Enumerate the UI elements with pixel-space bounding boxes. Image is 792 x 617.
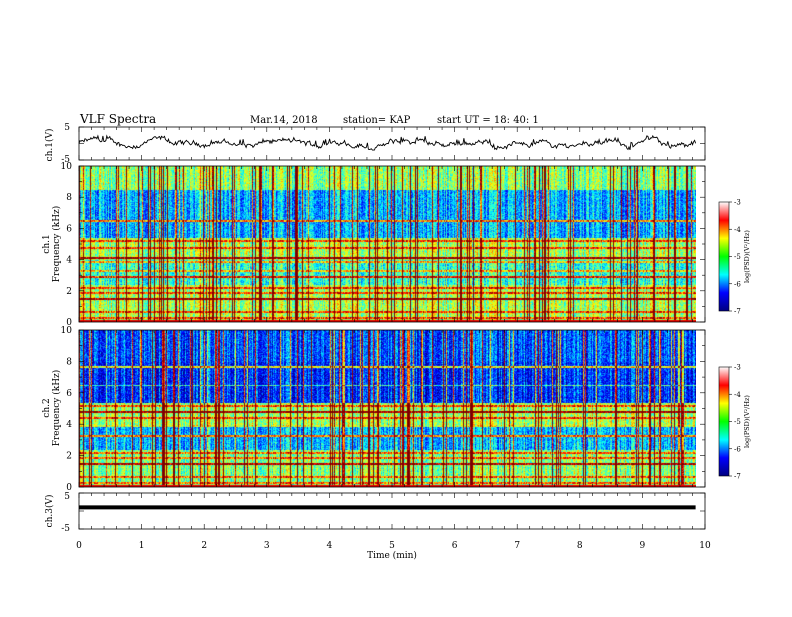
ch1-spectrogram-image-holder — [79, 166, 696, 322]
colorbar-scale — [718, 201, 730, 312]
x-tick-label: 1 — [139, 541, 145, 551]
spectrogram-ytick-label: 0 — [66, 318, 72, 328]
date-label: Mar.14, 2018 — [250, 115, 318, 126]
ch2-spectrogram-ytick-labels: 0 2 4 6 8 10 — [61, 326, 73, 493]
x-tick-label: 2 — [201, 541, 207, 551]
ch1-spectrogram-ytick-labels: 0 2 4 6 8 10 — [61, 162, 73, 328]
colorbar-tick-label: -3 — [734, 199, 741, 207]
spectrogram-ytick-label: 0 — [66, 483, 72, 493]
ch1-colorbar: -3 -4 -5 -6 -7 log(PSD)(V²/Hz) — [718, 199, 751, 316]
ch3-waveform-ticks — [78, 492, 706, 530]
ch2-spectrogram-panel: 0 2 4 6 8 10 ch.2 Frequency (kHz) -3 -4 -5 -6 -7 l… — [42, 326, 751, 493]
spectrogram-ytick-label: 6 — [66, 389, 72, 399]
colorbar-tick-label: -4 — [734, 391, 741, 399]
colorbar-tick-label: -5 — [734, 418, 741, 426]
spectrogram-ytick-label: 2 — [66, 452, 72, 462]
spectrogram-ytick-label: 10 — [61, 326, 73, 336]
spectrogram-ytick-label: 6 — [66, 224, 72, 234]
spectrogram-ytick-label: 4 — [66, 420, 72, 430]
ch1-spectrogram-heatmap — [79, 166, 696, 322]
x-tick-label: 8 — [577, 541, 583, 551]
ch3-waveform-ylabel: ch.3(V) — [44, 495, 55, 528]
colorbar-label: log(PSD)(V²/Hz) — [743, 395, 751, 448]
spectrogram-ytick-label: 8 — [66, 193, 72, 203]
x-tick-label: 7 — [514, 541, 520, 551]
ch1-spectrogram-panel: 0 2 4 6 8 10 ch.1 Frequency (kHz) -3 -4 -5 -6 -7 l… — [42, 162, 751, 328]
colorbar-tick-label: -7 — [734, 473, 741, 481]
spectrogram-ytick-label: 2 — [66, 287, 72, 297]
spectrogram-ytick-label: 4 — [66, 256, 72, 266]
ch2-spectrogram-heatmap — [79, 330, 696, 487]
ch3-waveform-frame — [78, 492, 706, 530]
x-axis-tick-labels: 0 1 2 3 4 5 6 7 8 9 10 — [76, 541, 711, 551]
ch2-spectrogram-image-holder — [79, 330, 696, 487]
ch1-ytick-bottom: -5 — [61, 155, 70, 165]
colorbar-scale — [718, 366, 730, 477]
ch2-spectrogram-ticks — [78, 329, 706, 488]
ch3-ytick-top: 5 — [64, 492, 70, 502]
colorbar-tick-label: -5 — [734, 253, 741, 261]
station-label: station= KAP — [343, 115, 411, 126]
x-axis-label: Time (min) — [367, 550, 417, 561]
x-tick-label: 10 — [699, 541, 711, 551]
ch1-waveform-ylabel: ch.1(V) — [44, 129, 55, 162]
ch2-spectrogram-ylabel-channel: ch.2 — [42, 398, 52, 417]
colorbar-label: log(PSD)(V²/Hz) — [743, 230, 751, 283]
colorbar-tick-label: -7 — [734, 308, 741, 316]
x-tick-label: 0 — [76, 541, 82, 551]
x-tick-label: 4 — [327, 541, 333, 551]
ch3-ytick-bottom: -5 — [61, 524, 70, 534]
x-tick-label: 9 — [640, 541, 646, 551]
x-tick-label: 6 — [452, 541, 458, 551]
ch1-waveform-panel: 5 -5 ch.1(V) — [44, 123, 706, 165]
ch2-spectrogram-ylabel-frequency: Frequency (kHz) — [51, 370, 62, 447]
x-tick-label: 3 — [264, 541, 270, 551]
spectrogram-ytick-label: 10 — [61, 162, 73, 172]
colorbar-tick-label: -6 — [734, 445, 741, 453]
ch1-ytick-top: 5 — [64, 123, 70, 133]
ch1-spectrogram-ylabel-frequency: Frequency (kHz) — [51, 206, 62, 283]
x-tick-label: 5 — [389, 541, 395, 551]
ch1-spectrogram-ticks — [78, 165, 706, 323]
colorbar-tick-label: -3 — [734, 364, 741, 372]
figure-title: VLF Spectra — [79, 112, 156, 126]
colorbar-tick-label: -4 — [734, 226, 741, 234]
ch1-waveform-line — [78, 134, 697, 151]
spectrogram-ytick-label: 8 — [66, 357, 72, 367]
ch1-waveform-ticks — [78, 126, 706, 161]
ch2-colorbar: -3 -4 -5 -6 -7 log(PSD)(V²/Hz) — [718, 364, 751, 481]
colorbar-tick-label: -6 — [734, 280, 741, 288]
start-time-label: start UT = 18: 40: 1 — [437, 115, 539, 126]
ch3-waveform-panel: 5 -5 ch.3(V) — [44, 492, 706, 534]
ch1-spectrogram-ylabel-channel: ch.1 — [42, 234, 52, 253]
